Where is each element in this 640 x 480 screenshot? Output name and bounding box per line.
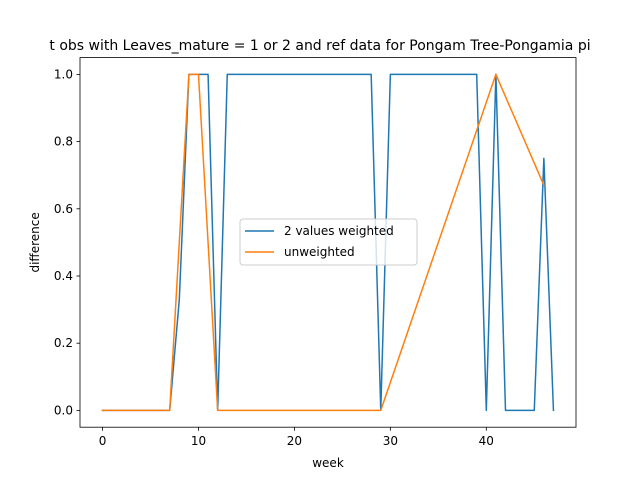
y-axis-label: difference <box>28 212 42 272</box>
y-tick-label: 1.0 <box>54 67 73 81</box>
legend: 2 values weighted unweighted <box>239 218 418 266</box>
x-tick-label: 20 <box>287 434 302 448</box>
x-tick-label: 10 <box>191 434 206 448</box>
x-tick-label: 30 <box>383 434 398 448</box>
series-line-1 <box>101 73 545 412</box>
y-tick-label: 0.0 <box>54 403 73 417</box>
plot-frame <box>79 57 577 428</box>
legend-label: 2 values weighted <box>284 224 394 238</box>
axes-layer: 0 10 20 30 40 0.0 0.2 0.4 0.6 0.8 1.0 <box>54 67 494 448</box>
y-tick-label: 0.4 <box>54 269 73 283</box>
legend-label: unweighted <box>284 245 355 259</box>
y-tick-label: 0.2 <box>54 336 73 350</box>
legend-box <box>239 218 418 266</box>
x-tick-label: 0 <box>99 434 107 448</box>
y-tick-label: 0.8 <box>54 135 73 149</box>
x-axis-label: week <box>312 456 344 470</box>
y-tick-label: 0.6 <box>54 202 73 216</box>
chart-title: t obs with Leaves_mature = 1 or 2 and re… <box>49 38 590 54</box>
x-tick-label: 40 <box>479 434 494 448</box>
